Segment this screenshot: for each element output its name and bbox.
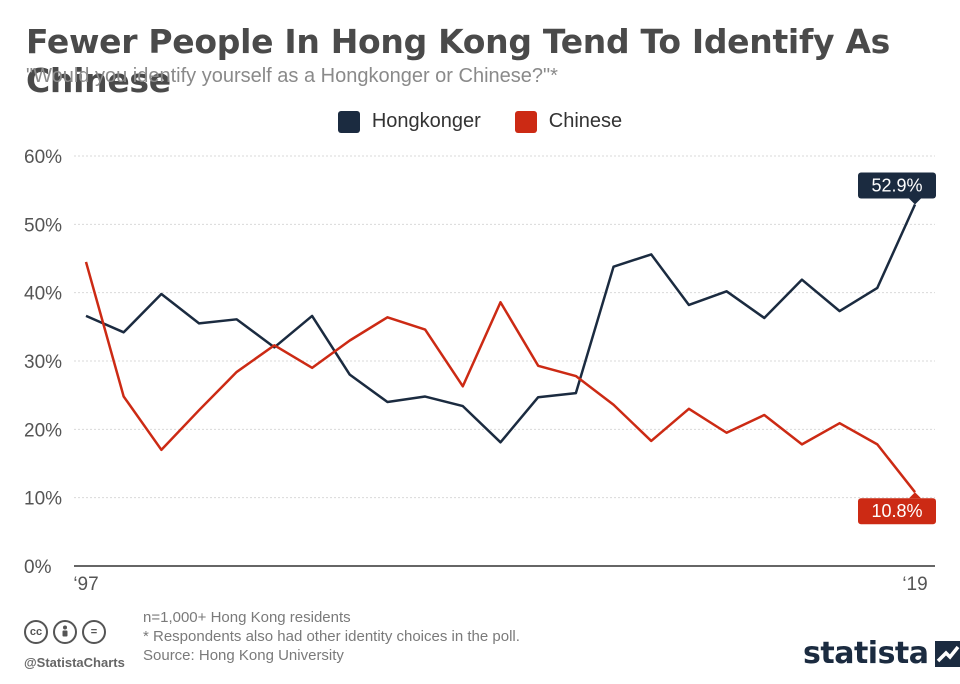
- note-sample-size: n=1,000+ Hong Kong residents: [143, 609, 351, 626]
- legend-swatch-chinese: [514, 110, 537, 133]
- line-chart: 0% 10% 20% 30% 40% 50% 60% ‘97 ‘19 52.9% 10.8%: [24, 147, 936, 595]
- y-tick-label: 0%: [24, 557, 52, 578]
- legend-item-chinese: Chinese: [514, 110, 623, 133]
- legend-label-chinese: Chinese: [548, 110, 623, 132]
- license-icons: cc =: [24, 620, 106, 644]
- end-label-pointer: [909, 198, 921, 205]
- attribution-icon: [53, 620, 77, 644]
- end-label-pointer: [909, 492, 921, 499]
- y-tick-label: 40%: [24, 284, 62, 305]
- end-label-box-hongkonger: [858, 172, 936, 199]
- x-tick-label: ‘19: [902, 574, 927, 595]
- chart-subtitle: "Would you identify yourself as a Hongko…: [26, 65, 558, 87]
- footer-notes: n=1,000+ Hong Kong residents * Responden…: [143, 608, 520, 665]
- no-derivatives-icon: =: [82, 620, 106, 644]
- legend-item-hongkonger: Hongkonger: [337, 110, 481, 133]
- chart-title: Fewer People In Hong Kong Tend To Identi…: [26, 22, 890, 100]
- note-footnote: * Respondents also had other identity ch…: [143, 628, 520, 645]
- statista-logo: statista: [803, 636, 960, 671]
- statista-mark-icon: [934, 640, 960, 667]
- legend-swatch-hongkonger: [337, 110, 360, 133]
- end-label-chinese: 10.8%: [871, 501, 922, 521]
- y-tick-label: 30%: [24, 352, 62, 373]
- legend: Hongkonger Chinese: [0, 110, 960, 133]
- end-label-hongkonger: 52.9%: [871, 176, 922, 196]
- series-line-hongkonger: [85, 204, 917, 444]
- y-tick-label: 50%: [24, 215, 62, 236]
- twitter-handle: @StatistaCharts: [24, 655, 125, 670]
- x-tick-label: ‘97: [73, 574, 98, 595]
- y-tick-label: 10%: [24, 489, 62, 510]
- series-line-chinese: [84, 261, 916, 493]
- legend-label-hongkonger: Hongkonger: [371, 110, 481, 132]
- y-tick-label: 60%: [24, 147, 62, 168]
- y-tick-label: 20%: [24, 420, 62, 441]
- cc-icon: cc: [24, 620, 48, 644]
- end-label-box-chinese: [858, 498, 936, 525]
- brand-name: statista: [803, 636, 929, 671]
- note-source: Source: Hong Kong University: [143, 647, 344, 664]
